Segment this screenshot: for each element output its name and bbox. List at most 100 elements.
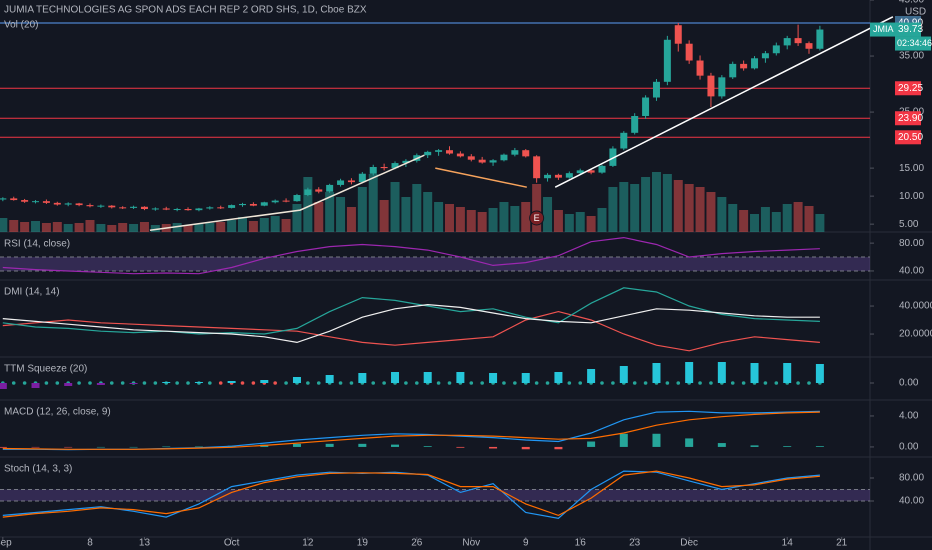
candle-body: [533, 156, 541, 179]
squeeze-dot: [698, 381, 702, 385]
histogram-bar: [489, 446, 498, 449]
trendline: [435, 167, 527, 188]
volume-bar: [477, 212, 487, 232]
candle-body: [358, 173, 366, 183]
squeeze-dot: [730, 381, 735, 385]
candle-body: [21, 200, 29, 202]
candle-body: [282, 200, 290, 202]
candle-body: [391, 163, 399, 169]
volume-bar: [750, 214, 760, 232]
y-tick-label: 80.00: [899, 238, 924, 249]
candle-body: [369, 166, 377, 174]
x-tick-label: 14: [782, 538, 794, 549]
histogram-bar: [423, 446, 432, 447]
volume-bar: [96, 224, 106, 232]
squeeze-dot: [469, 381, 474, 385]
volume-bar: [248, 221, 258, 232]
volume-bar: [575, 212, 585, 232]
symbol-label: JMIA: [873, 24, 894, 34]
y-tick-label: 40.00: [899, 266, 924, 277]
histogram-bar: [619, 366, 628, 383]
volume-bar: [608, 187, 618, 232]
volume-bar: [139, 222, 149, 232]
candle-body: [609, 148, 617, 166]
volume-bar: [553, 210, 563, 232]
histogram-bar: [423, 372, 432, 383]
candle-body: [652, 81, 660, 98]
candle-body: [772, 45, 780, 54]
candle-body: [467, 156, 475, 160]
histogram-bar: [815, 446, 824, 447]
histogram-bar: [227, 381, 236, 383]
candle-body: [64, 203, 72, 205]
volume-bar: [379, 200, 389, 232]
volume-bar: [118, 223, 128, 232]
squeeze-dot: [175, 381, 179, 385]
volume-bar: [194, 224, 204, 232]
candle-body: [663, 39, 671, 82]
trendline: [554, 16, 894, 188]
y-tick-label: 0.00: [899, 442, 919, 453]
level-tag-label: 20.50: [898, 132, 923, 143]
volume-bar: [205, 223, 215, 232]
x-tick-label: Dec: [680, 538, 698, 549]
histogram-bar: [31, 446, 40, 448]
histogram-bar: [292, 377, 301, 383]
x-tick-label: Nov: [462, 538, 480, 549]
volume-bar: [804, 206, 814, 232]
histogram-bar: [685, 438, 694, 447]
indicator-line: [2, 310, 820, 352]
histogram-bar: [587, 369, 596, 383]
candle-body: [162, 208, 170, 210]
volume-bar: [815, 214, 825, 232]
volume-bar: [543, 197, 553, 232]
y-tick-label: 40.00: [899, 496, 924, 507]
squeeze-dot: [349, 381, 354, 385]
squeeze-dot: [611, 381, 615, 385]
earnings-label: E: [534, 213, 540, 223]
candle-body: [500, 154, 508, 161]
y-tick-label: 4.00: [899, 411, 919, 422]
squeeze-dot: [55, 381, 60, 385]
band: [0, 257, 870, 271]
histogram-bar: [717, 443, 726, 447]
candle-body: [554, 174, 562, 178]
level-tag-label: 23.90: [898, 113, 923, 124]
candle-body: [119, 207, 127, 209]
candle-body: [75, 203, 83, 206]
squeeze-dot: [709, 381, 713, 385]
squeeze-dot: [306, 381, 310, 385]
indicator-line: [2, 236, 820, 275]
histogram-bar: [129, 446, 138, 448]
squeeze-dot: [643, 381, 648, 385]
volume-bar: [325, 192, 335, 232]
squeeze-dot: [120, 381, 125, 385]
x-tick-label: 26: [411, 538, 423, 549]
volume-bar: [706, 192, 716, 232]
panel-title: DMI (14, 14): [4, 287, 60, 298]
y-tick-label: 10.00: [899, 191, 924, 202]
squeeze-dot: [600, 381, 604, 385]
candle-body: [42, 201, 50, 203]
countdown-tag: [895, 36, 931, 51]
volume-bar: [412, 184, 422, 232]
earnings-marker: [529, 210, 545, 226]
volume-bar: [434, 202, 444, 232]
histogram-bar: [162, 446, 171, 448]
squeeze-dot: [534, 381, 539, 385]
candle-body: [140, 206, 148, 210]
panel-title: Stoch (14, 3, 3): [4, 464, 72, 475]
candle-body: [761, 53, 769, 59]
volume-bar: [673, 180, 683, 232]
volume-bar: [150, 225, 160, 232]
squeeze-dot: [109, 381, 114, 385]
volume-bar: [20, 222, 30, 232]
candle-body: [293, 195, 301, 202]
y-tick-label: 40.0000: [899, 301, 932, 312]
last-price-label: 39.73: [898, 24, 923, 35]
level-tag: [895, 111, 921, 126]
volume-bar: [771, 212, 781, 232]
histogram-bar: [391, 372, 400, 383]
currency-label: USD: [905, 7, 926, 18]
y-tick-label: 20.0000: [899, 329, 932, 340]
